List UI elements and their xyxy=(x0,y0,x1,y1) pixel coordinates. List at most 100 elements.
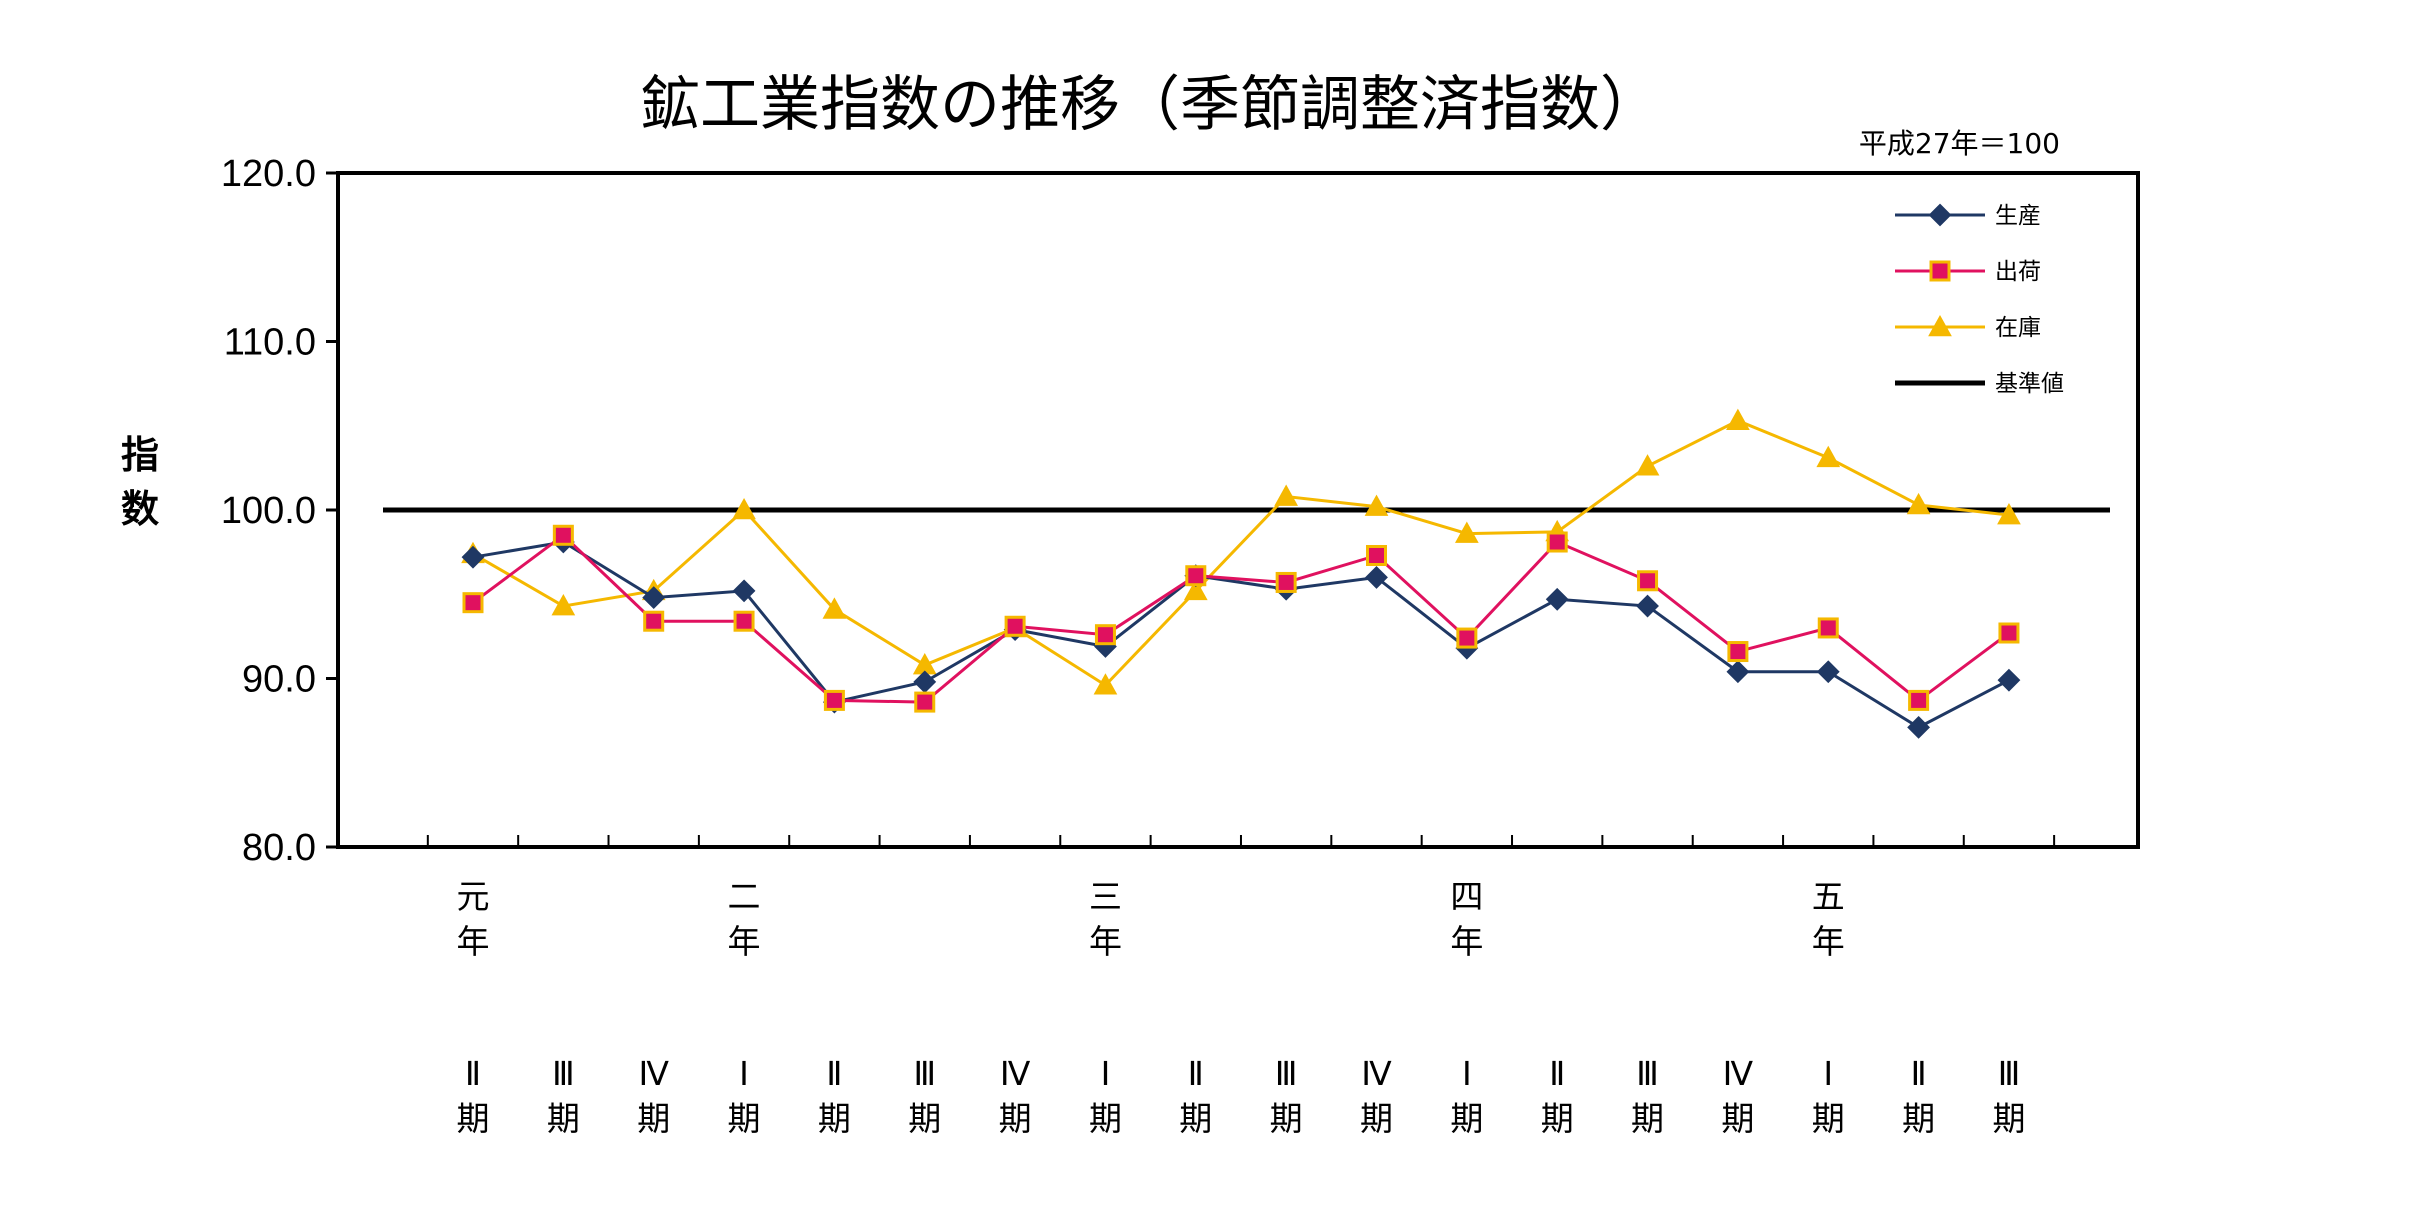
data-point xyxy=(551,594,576,616)
x-category-label: Ⅰ xyxy=(739,1054,749,1093)
data-point xyxy=(1907,715,1931,739)
data-point xyxy=(1545,587,1569,611)
data-point xyxy=(461,545,485,569)
data-point xyxy=(1726,660,1750,684)
x-year-label: 二 xyxy=(728,877,761,916)
x-category-label: Ⅳ xyxy=(638,1054,669,1093)
x-category-label: 期 xyxy=(457,1099,490,1138)
data-point xyxy=(1455,521,1479,543)
data-point xyxy=(914,691,936,713)
legend-marker xyxy=(1928,203,1952,227)
x-category-label: Ⅲ xyxy=(913,1054,936,1093)
x-category-label: Ⅱ xyxy=(1188,1054,1204,1093)
data-point xyxy=(642,586,666,610)
x-year-label: 年 xyxy=(1450,922,1483,961)
data-point xyxy=(1727,641,1749,663)
x-category-label: Ⅰ xyxy=(1462,1054,1472,1093)
series-line xyxy=(472,540,2010,730)
x-category-label: 期 xyxy=(818,1099,851,1138)
data-point xyxy=(1093,673,1118,695)
x-category-label: 期 xyxy=(1450,1099,1483,1138)
data-point xyxy=(822,597,847,619)
x-category-label: 期 xyxy=(999,1099,1032,1138)
x-category-label: Ⅱ xyxy=(826,1054,842,1093)
data-point xyxy=(462,592,484,614)
x-year-label: 年 xyxy=(457,922,490,961)
x-year-label: 年 xyxy=(1089,922,1122,961)
series-line xyxy=(472,533,2010,704)
x-category-label: Ⅱ xyxy=(465,1054,481,1093)
data-point xyxy=(1094,624,1116,646)
data-point xyxy=(643,610,665,632)
x-axis-ticks xyxy=(426,835,2056,847)
data-point xyxy=(1365,565,1388,589)
x-category-label: Ⅳ xyxy=(1723,1054,1754,1093)
y-axis-label-char-1: 指 xyxy=(121,433,159,477)
data-point xyxy=(823,689,845,711)
data-point xyxy=(1726,408,1750,430)
legend-item: 在庫 xyxy=(1895,314,2041,341)
data-point xyxy=(1816,660,1840,684)
data-point xyxy=(1636,594,1659,618)
data-point xyxy=(732,497,756,520)
data-point xyxy=(1366,544,1387,566)
data-point xyxy=(732,579,756,603)
x-category-label: Ⅱ xyxy=(1549,1054,1565,1093)
x-category-label: Ⅰ xyxy=(1101,1054,1111,1093)
x-category-label: 期 xyxy=(1179,1099,1212,1138)
series-layer xyxy=(383,408,2110,739)
x-category-label: 期 xyxy=(1270,1099,1303,1138)
data-point xyxy=(1275,571,1297,593)
x-category-label: Ⅲ xyxy=(1636,1054,1659,1093)
series-line xyxy=(472,419,2010,688)
legend-label: 生産 xyxy=(1995,203,2041,229)
x-category-label: 期 xyxy=(1902,1099,1935,1138)
x-category-label: 期 xyxy=(1631,1099,1664,1138)
x-category-label: 期 xyxy=(908,1099,941,1138)
data-point xyxy=(1997,668,2021,692)
data-point xyxy=(1997,503,2021,525)
legend-marker xyxy=(1929,260,1951,282)
x-category-label: Ⅳ xyxy=(1000,1054,1031,1093)
y-axis-ticks: 80.0 90.0 100.0 110.0 120.0 xyxy=(221,153,338,869)
legend-item-reference: 基準値 xyxy=(1895,371,2064,397)
data-point xyxy=(1816,445,1841,468)
x-category-label: 期 xyxy=(1812,1099,1845,1138)
x-year-label: 四 xyxy=(1450,877,1483,916)
x-category-label: 期 xyxy=(1089,1099,1122,1138)
y-tick-label: 110.0 xyxy=(224,322,316,364)
x-axis-labels: 元年二年三年四年五年Ⅱ期Ⅲ期Ⅳ期Ⅰ期Ⅱ期Ⅲ期Ⅳ期Ⅰ期Ⅱ期Ⅲ期Ⅳ期Ⅰ期Ⅱ期Ⅲ期Ⅳ期… xyxy=(457,877,2026,1138)
y-tick-label: 120.0 xyxy=(221,153,316,195)
data-point xyxy=(1456,627,1478,649)
x-category-label: 期 xyxy=(1360,1099,1393,1138)
data-point xyxy=(1546,531,1568,553)
data-point xyxy=(1183,578,1208,601)
data-point xyxy=(1637,570,1659,592)
x-year-label: 元 xyxy=(457,877,490,916)
data-point xyxy=(1004,615,1026,637)
x-year-label: 年 xyxy=(1812,922,1845,961)
unit-note: 平成27年＝100 xyxy=(1859,127,2060,160)
data-point xyxy=(1274,484,1298,506)
x-category-label: 期 xyxy=(637,1099,670,1138)
data-point xyxy=(1998,622,2020,644)
data-point xyxy=(1817,617,1839,639)
x-year-label: 三 xyxy=(1089,877,1122,916)
x-category-label: Ⅲ xyxy=(552,1054,575,1093)
x-category-label: 期 xyxy=(1992,1099,2025,1138)
data-point xyxy=(1185,565,1207,587)
x-year-label: 五 xyxy=(1812,877,1845,916)
x-category-label: Ⅲ xyxy=(1275,1054,1298,1093)
data-point xyxy=(1364,494,1389,516)
x-category-label: Ⅰ xyxy=(1823,1054,1833,1093)
chart-title: 鉱工業指数の推移（季節調整済指数） xyxy=(640,70,1660,140)
legend-label: 基準値 xyxy=(1995,371,2064,397)
series-square xyxy=(462,524,2020,713)
data-point xyxy=(1906,492,1931,515)
data-point xyxy=(733,610,755,632)
x-year-label: 年 xyxy=(728,922,761,961)
y-tick-label: 80.0 xyxy=(242,827,316,869)
legend-label: 出荷 xyxy=(1995,259,2041,285)
